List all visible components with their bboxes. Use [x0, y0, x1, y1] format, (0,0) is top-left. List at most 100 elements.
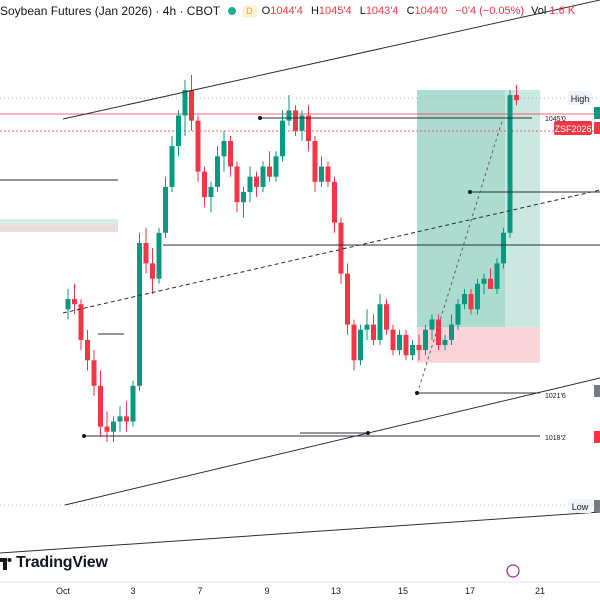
tradingview-logo-text: TradingView — [16, 554, 108, 571]
midline-dashed — [62, 189, 600, 314]
candle-body — [234, 166, 240, 203]
anchor-point — [258, 116, 262, 120]
low-badge — [568, 499, 592, 513]
candle-body — [325, 166, 331, 182]
candle-body — [488, 278, 493, 289]
exchange-label: CBOT — [186, 4, 221, 18]
candle-body — [130, 385, 136, 422]
candle-body — [137, 243, 142, 386]
candle-body — [72, 299, 77, 305]
candle-body — [338, 222, 344, 274]
time-axis: Oct 3 7 9 13 15 17 21 — [0, 564, 600, 596]
candle-body — [65, 299, 71, 310]
candle-body — [293, 110, 298, 131]
time-tick-label: 3 — [130, 586, 135, 596]
candle-body — [267, 166, 272, 177]
candle-body — [182, 90, 188, 116]
zsf2026-badge — [554, 121, 592, 135]
candle-body — [228, 141, 233, 167]
time-tick-label: 9 — [264, 586, 269, 596]
high-label: H — [310, 5, 319, 17]
level-label: 1045'0 — [545, 116, 566, 123]
volume: Vol 1.6 K — [531, 5, 575, 17]
candle-body — [260, 166, 266, 187]
profit-zone-filled — [417, 90, 505, 328]
candle-body — [442, 339, 448, 345]
candle-body — [475, 283, 480, 310]
low-value: 1043'4 — [365, 5, 399, 17]
candle-body — [124, 416, 129, 422]
axis-price-tag — [594, 431, 600, 443]
alert-icon[interactable] — [506, 564, 520, 578]
time-tick-label: 21 — [535, 586, 545, 596]
lower-channel-line — [64, 377, 600, 506]
candle-body — [117, 416, 123, 422]
high-badge-text: High — [571, 94, 590, 104]
volume-label: Vol — [531, 5, 547, 17]
delayed-badge: D — [242, 4, 257, 18]
candle-body — [91, 360, 97, 386]
drawings — [0, 0, 600, 554]
candle-body — [273, 156, 279, 177]
candle-body — [280, 120, 285, 157]
candle-body — [514, 95, 519, 101]
tradingview-logo[interactable]: TradingView — [0, 554, 108, 572]
anchor-point — [366, 431, 370, 435]
candle-body — [150, 263, 155, 279]
candle-body — [332, 181, 337, 223]
change-value: −0'4 (−0.05%) — [455, 5, 525, 17]
high-value: 1045'4 — [318, 5, 352, 17]
reference-lines — [0, 97, 600, 506]
candle-body — [390, 329, 396, 351]
upper-channel-line — [62, 0, 600, 120]
level-label: 1018'2 — [545, 435, 566, 442]
axis-price-tag — [594, 122, 600, 134]
zsf2026-badge-text: ZSF2026 — [554, 124, 591, 134]
candle-body — [78, 304, 84, 340]
position-zones — [0, 90, 540, 363]
candle-body — [384, 304, 389, 330]
candle-body — [319, 166, 324, 182]
high-badge — [568, 91, 592, 105]
axis-price-tag — [594, 500, 600, 512]
candle-body — [306, 115, 311, 141]
candle-body — [429, 319, 435, 330]
candle-body — [462, 294, 467, 305]
candle-body — [455, 304, 461, 325]
candle-body — [208, 186, 214, 198]
candle-body — [364, 324, 370, 330]
candle-body — [358, 329, 363, 361]
candle-body — [163, 186, 168, 233]
candle-body — [176, 115, 181, 147]
candle-body — [169, 146, 175, 187]
candle-body — [247, 176, 253, 192]
price-labels: 1045'0 1021'6 1018'2 High Low ZSF2026 — [545, 91, 600, 513]
candle-body — [104, 426, 110, 432]
anchor-point — [468, 190, 472, 194]
candle-body — [468, 294, 474, 310]
projection-dashed — [418, 117, 504, 389]
symbol-title[interactable]: Soybean Futures (Jan 2026) · 4h · CBOT — [0, 4, 221, 18]
support-zone-red — [0, 225, 118, 232]
candle-body — [143, 243, 149, 264]
anchor-point — [82, 434, 86, 438]
close-value: 1044'0 — [414, 5, 448, 17]
low-badge-text: Low — [572, 502, 589, 512]
candle-body — [481, 278, 487, 284]
candle-body — [111, 421, 116, 432]
candle-body — [202, 171, 207, 198]
time-tick-label: 7 — [197, 586, 202, 596]
bottom-trend-line — [0, 511, 600, 554]
candle-body — [397, 334, 402, 351]
open-value: 1044'4 — [270, 5, 303, 17]
candle-body — [449, 324, 454, 340]
level-label: 1021'6 — [545, 393, 566, 400]
candle-body — [416, 345, 422, 351]
candle-body — [371, 324, 376, 340]
candle-body — [423, 329, 428, 351]
candle-body — [241, 192, 246, 203]
interval-label: 4h — [162, 4, 177, 18]
anchor-point — [415, 391, 419, 395]
tradingview-logo-icon — [0, 558, 12, 570]
